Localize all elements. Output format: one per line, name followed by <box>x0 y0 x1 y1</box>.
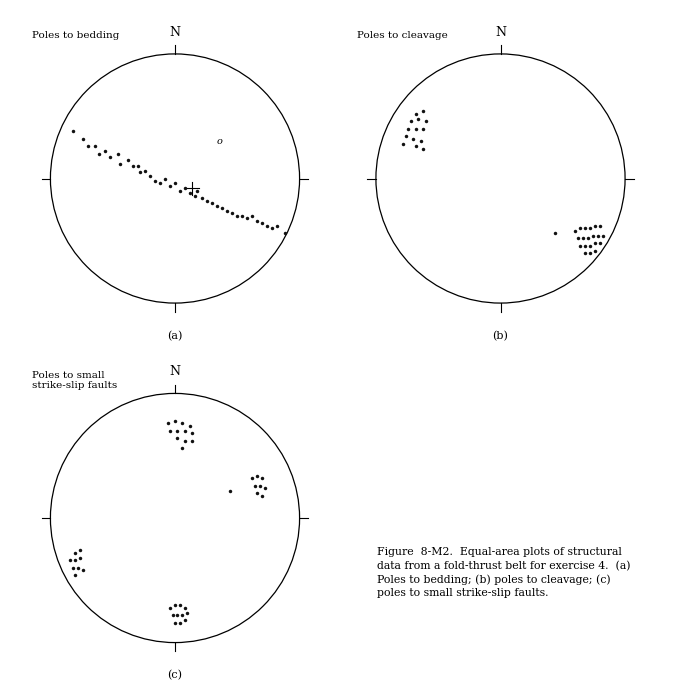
Text: Poles to cleavage: Poles to cleavage <box>357 32 448 41</box>
Text: Poles to bedding: Poles to bedding <box>32 32 119 41</box>
Text: N: N <box>169 26 181 39</box>
Text: o: o <box>217 136 223 146</box>
Text: Poles to small
strike-slip faults: Poles to small strike-slip faults <box>32 371 117 391</box>
Text: (a): (a) <box>167 330 183 341</box>
Text: (c): (c) <box>167 670 183 680</box>
Text: Figure  8-M2.  Equal-area plots of structural
data from a fold-thrust belt for e: Figure 8-M2. Equal-area plots of structu… <box>377 547 631 598</box>
Text: N: N <box>495 26 506 39</box>
Text: N: N <box>169 365 181 379</box>
Text: (b): (b) <box>493 330 508 341</box>
